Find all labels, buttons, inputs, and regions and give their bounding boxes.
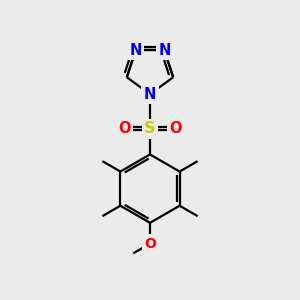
- Text: O: O: [169, 121, 182, 136]
- Text: S: S: [144, 121, 156, 136]
- Text: N: N: [158, 43, 170, 58]
- Text: N: N: [144, 87, 156, 102]
- Text: O: O: [118, 121, 131, 136]
- Text: O: O: [144, 237, 156, 250]
- Text: N: N: [130, 43, 142, 58]
